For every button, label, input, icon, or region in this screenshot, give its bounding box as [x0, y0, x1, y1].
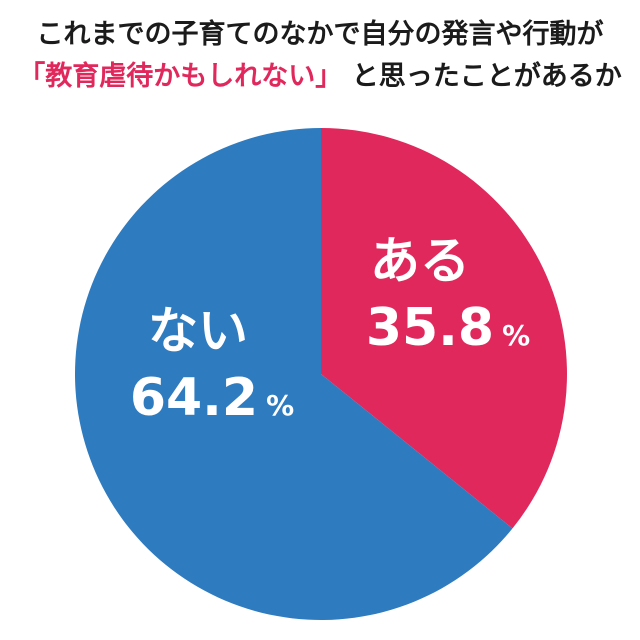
slice-label-nai: ない	[148, 302, 248, 360]
percent-sign-aru: %	[502, 319, 530, 352]
chart-title: これまでの子育てのなかで自分の発言や行動が 「教育虐待かもしれない」 と思ったこ…	[0, 14, 640, 98]
pie-slice-nai	[74, 128, 513, 620]
title-line2-rest: と思ったことがあるか	[342, 60, 622, 92]
percent-sign-nai: %	[266, 389, 294, 422]
slice-value-aru-number: 35.8	[366, 298, 494, 358]
slice-value-nai-number: 64.2	[130, 368, 258, 428]
title-highlight: 「教育虐待かもしれない」	[18, 60, 343, 92]
slice-value-aru: 35.8%	[366, 298, 530, 358]
pie-slice-aru	[321, 128, 567, 529]
slice-value-nai: 64.2%	[130, 368, 294, 428]
title-line1: これまでの子育てのなかで自分の発言や行動が	[36, 19, 604, 50]
slice-label-aru: ある	[370, 232, 470, 290]
